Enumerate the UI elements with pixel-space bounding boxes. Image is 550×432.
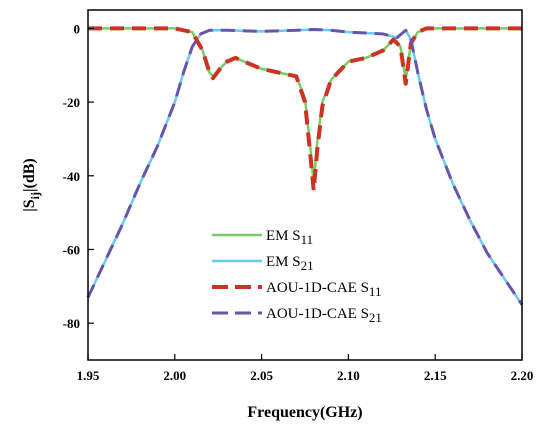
x-tick-label: 2.00 [163,368,186,383]
x-tick-label: 2.15 [424,368,447,383]
y-tick-label: -60 [63,242,80,257]
y-axis-ticks: 0 -20 -40 -60 -80 [63,21,94,331]
x-axis-ticks: 1.95 2.00 2.05 2.10 2.15 2.20 [77,354,534,383]
series-line-4 [86,28,524,306]
legend-label-4: AOU-1D-CAE S21 [266,306,382,325]
x-tick-label: 2.20 [511,368,534,383]
legend-label-1: EM S11 [266,228,313,247]
legend-label-3: AOU-1D-CAE S11 [266,280,381,299]
x-tick-label: 1.95 [77,368,100,383]
y-axis-label: |Sij|(dB) [21,158,42,212]
y-tick-label: 0 [74,21,81,36]
y-axis-label-tail: |(dB) [21,158,38,192]
x-axis-label: Frequency(GHz) [247,404,362,421]
legend: EM S11 EM S21 AOU-1D-CAE S11 AOU-1D-CAE S21 [212,228,382,325]
plot-frame [87,9,523,361]
series-line-1 [88,27,522,185]
x-tick-label: 2.05 [250,368,273,383]
y-tick-label: -20 [63,95,80,110]
legend-label-2: EM S21 [266,254,314,273]
series-line-3 [88,26,522,193]
y-tick-label: -40 [63,169,80,184]
plot-lines [86,26,524,306]
y-axis-label-sub: ij [28,192,42,199]
y-tick-label: -80 [63,316,80,331]
x-tick-label: 2.10 [337,368,360,383]
y-axis-label-main: |S [21,199,38,212]
